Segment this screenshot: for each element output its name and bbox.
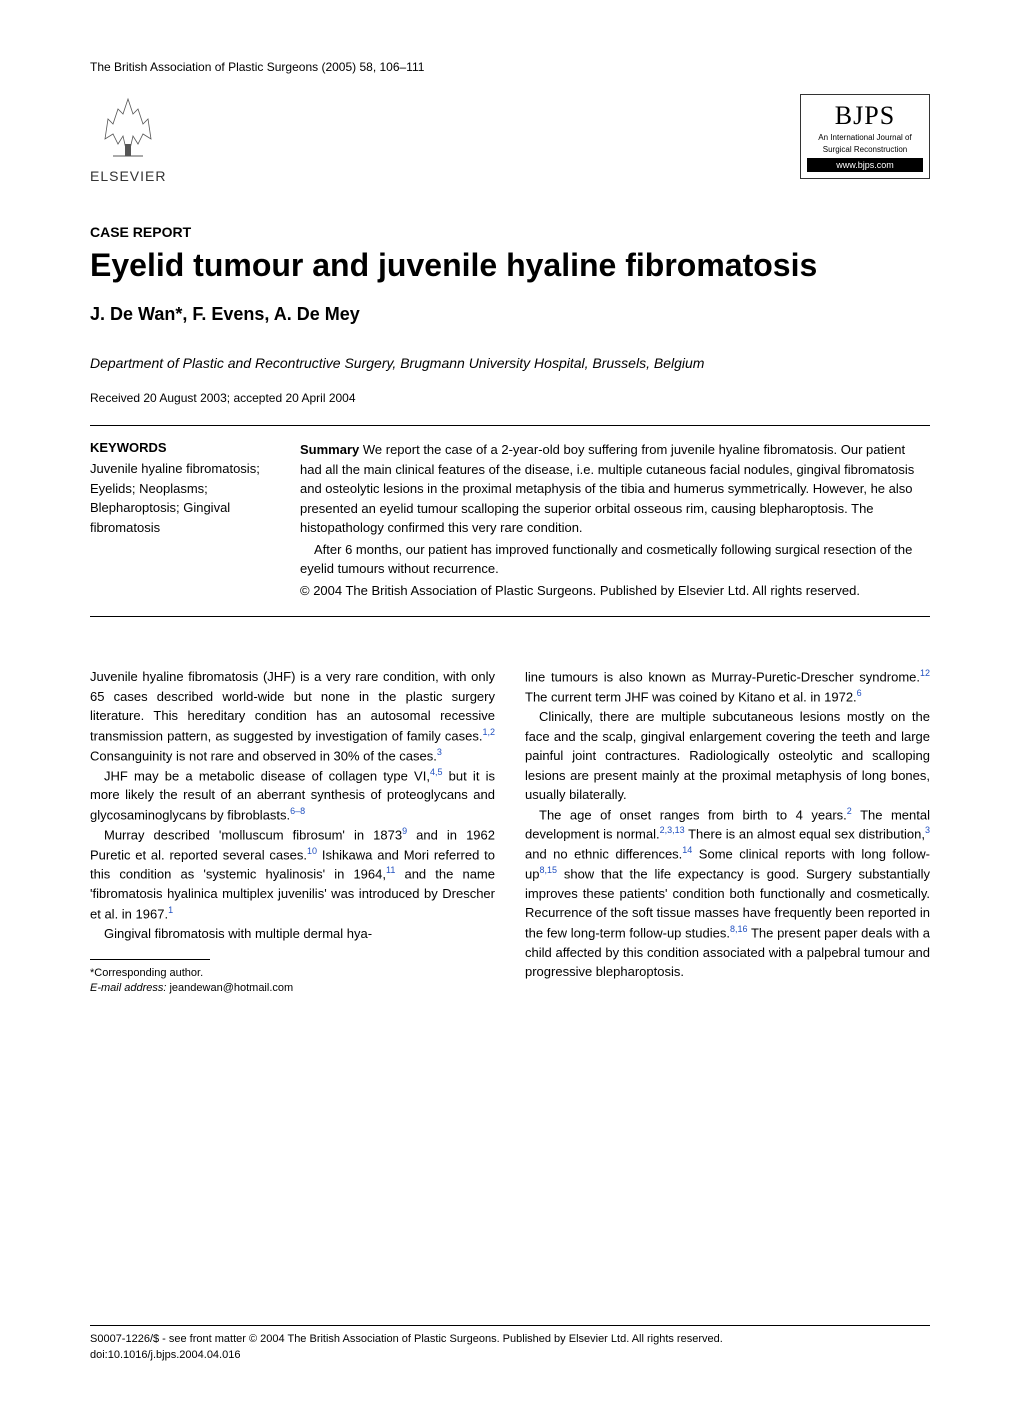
journal-header: The British Association of Plastic Surge… — [90, 60, 930, 74]
footnote-corresponding: *Corresponding author. — [90, 966, 495, 981]
body-p2a: JHF may be a metabolic disease of collag… — [104, 768, 430, 783]
ref-4-5[interactable]: 4,5 — [430, 767, 443, 777]
logos-row: ELSEVIER BJPS An International Journal o… — [90, 94, 930, 184]
article-type: CASE REPORT — [90, 224, 930, 240]
journal-url: www.bjps.com — [807, 158, 923, 172]
journal-logo: BJPS An International Journal of Surgica… — [800, 94, 930, 179]
authors: J. De Wan*, F. Evens, A. De Mey — [90, 304, 930, 325]
journal-acronym: BJPS — [807, 101, 923, 131]
body-r-p1a: line tumours is also known as Murray-Pur… — [525, 670, 920, 685]
email-address: jeandewan@hotmail.com — [169, 982, 293, 994]
ref-11[interactable]: 11 — [386, 865, 395, 875]
ref-6-8[interactable]: 6–8 — [290, 806, 305, 816]
body-p2: JHF may be a metabolic disease of collag… — [90, 766, 495, 825]
body-columns: Juvenile hyaline fibromatosis (JHF) is a… — [90, 667, 930, 996]
dates: Received 20 August 2003; accepted 20 Apr… — [90, 391, 930, 405]
elsevier-tree-icon — [93, 94, 163, 164]
keywords-column: KEYWORDS Juvenile hyaline fibromatosis; … — [90, 440, 270, 602]
body-r-p1b: The current term JHF was coined by Kitan… — [525, 690, 857, 705]
summary-p1: Summary We report the case of a 2-year-o… — [300, 440, 930, 538]
bottom-copyright: S0007-1226/$ - see front matter © 2004 T… — [90, 1325, 930, 1363]
summary-copyright: © 2004 The British Association of Plasti… — [300, 581, 930, 601]
ref-1-2[interactable]: 1,2 — [482, 727, 495, 737]
body-p3a: Murray described 'molluscum fibrosum' in… — [104, 827, 402, 842]
body-r-p3a: The age of onset ranges from birth to 4 … — [539, 807, 847, 822]
body-p4: Gingival fibromatosis with multiple derm… — [90, 924, 495, 944]
abstract-box: KEYWORDS Juvenile hyaline fibromatosis; … — [90, 425, 930, 617]
ref-1[interactable]: 1 — [168, 905, 173, 915]
ref-14[interactable]: 14 — [682, 845, 692, 855]
body-r-p3d: and no ethnic differences. — [525, 847, 682, 862]
ref-8-15[interactable]: 8,15 — [539, 865, 557, 875]
journal-subtitle-2: Surgical Reconstruction — [807, 145, 923, 155]
ref-3[interactable]: 3 — [437, 747, 442, 757]
ref-2-3-13[interactable]: 2,3,13 — [660, 825, 685, 835]
ref-3b[interactable]: 3 — [925, 825, 930, 835]
body-p3: Murray described 'molluscum fibrosum' in… — [90, 825, 495, 924]
footnote-email: E-mail address: jeandewan@hotmail.com — [90, 981, 495, 996]
summary-p2: After 6 months, our patient has improved… — [300, 540, 930, 579]
bottom-line1: S0007-1226/$ - see front matter © 2004 T… — [90, 1332, 930, 1347]
body-p1: Juvenile hyaline fibromatosis (JHF) is a… — [90, 667, 495, 765]
summary-column: Summary We report the case of a 2-year-o… — [300, 440, 930, 602]
body-r-p2: Clinically, there are multiple subcutane… — [525, 707, 930, 805]
footnote-separator — [90, 959, 210, 960]
body-r-p3c: There is an almost equal sex distributio… — [685, 827, 925, 842]
article-title: Eyelid tumour and juvenile hyaline fibro… — [90, 246, 930, 284]
elsevier-name: ELSEVIER — [90, 168, 166, 184]
email-label: E-mail address: — [90, 982, 166, 994]
keywords-heading: KEYWORDS — [90, 440, 270, 455]
elsevier-logo: ELSEVIER — [90, 94, 166, 184]
ref-8-16[interactable]: 8,16 — [730, 924, 748, 934]
ref-6[interactable]: 6 — [857, 688, 862, 698]
summary-p1-text: We report the case of a 2-year-old boy s… — [300, 442, 914, 535]
ref-10[interactable]: 10 — [307, 846, 317, 856]
journal-subtitle-1: An International Journal of — [807, 133, 923, 143]
keywords-list: Juvenile hyaline fibromatosis; Eyelids; … — [90, 459, 270, 537]
bottom-line2: doi:10.1016/j.bjps.2004.04.016 — [90, 1348, 930, 1363]
body-r-p3: The age of onset ranges from birth to 4 … — [525, 805, 930, 982]
affiliation: Department of Plastic and Recontructive … — [90, 355, 930, 371]
body-p1a: Juvenile hyaline fibromatosis (JHF) is a… — [90, 669, 495, 743]
body-r-p1: line tumours is also known as Murray-Pur… — [525, 667, 930, 707]
body-col-left: Juvenile hyaline fibromatosis (JHF) is a… — [90, 667, 495, 996]
body-p1b: Consanguinity is not rare and observed i… — [90, 748, 437, 763]
ref-12[interactable]: 12 — [920, 668, 930, 678]
summary-label: Summary — [300, 442, 359, 457]
body-col-right: line tumours is also known as Murray-Pur… — [525, 667, 930, 996]
